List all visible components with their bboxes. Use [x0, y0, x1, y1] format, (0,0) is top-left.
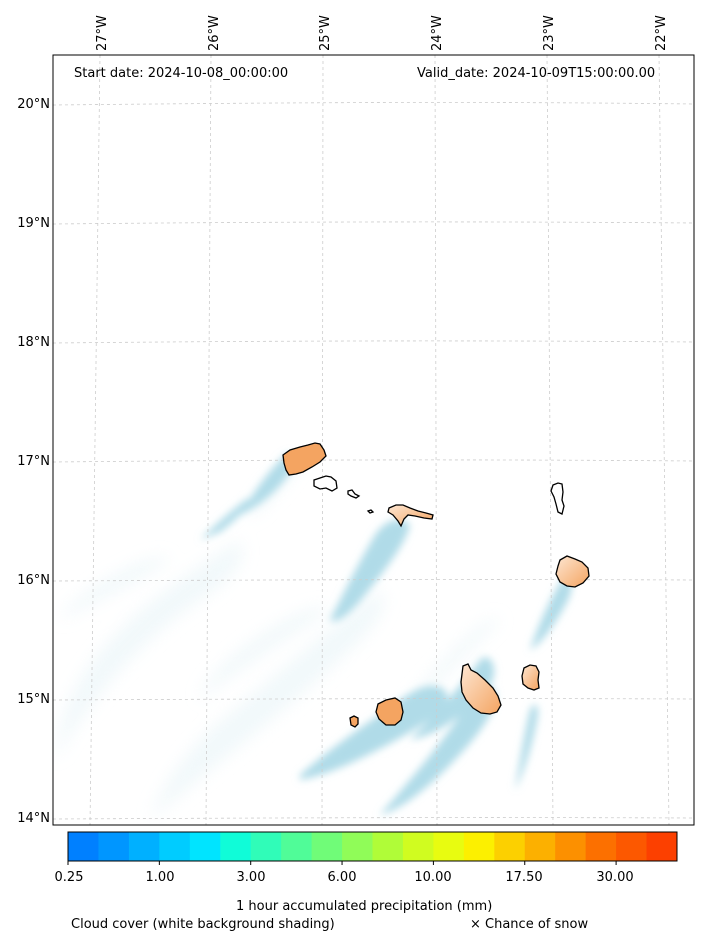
island-santiago — [460, 663, 502, 715]
valid-date-label: Valid_date: 2024-10-09T15:00:00.00 — [417, 66, 656, 81]
lat-label-15n: 15°N — [17, 692, 50, 707]
colorbar-tick-0: 0.25 — [54, 870, 84, 885]
colorbar-frame — [67, 831, 678, 862]
colorbar-tick-6: 30.00 — [596, 870, 634, 885]
colorbar-tick-2: 3.00 — [236, 870, 266, 885]
cloud-cover-caption: Cloud cover (white background shading) — [71, 917, 335, 932]
colorbar-segment — [281, 832, 313, 861]
colorbar-segment — [646, 832, 678, 861]
colorbar-tick-3: 6.00 — [327, 870, 357, 885]
gridlines — [53, 55, 694, 825]
colorbar-tick-5: 17.50 — [505, 870, 543, 885]
lat-label-14n: 14°N — [17, 811, 50, 826]
colorbar-segment — [189, 832, 221, 861]
island-boa-vista — [555, 555, 590, 588]
colorbar-segment — [433, 832, 465, 861]
colorbar-segment — [372, 832, 404, 861]
start-date-label: Start date: 2024-10-08_00:00:00 — [74, 66, 289, 81]
colorbar-segment — [342, 832, 373, 861]
island-sao-nicolau — [387, 504, 434, 528]
island-fogo — [375, 697, 404, 726]
lat-label-20n: 20°N — [17, 97, 50, 112]
colorbar-segment — [128, 832, 160, 861]
colorbar-label: 1 hour accumulated precipitation (mm) — [236, 899, 493, 914]
islands — [282, 442, 590, 728]
lat-label-19n: 19°N — [17, 216, 50, 231]
island-raso — [366, 509, 375, 514]
map-frame — [52, 54, 695, 826]
colorbar-segment — [555, 832, 587, 861]
colorbar-segment — [494, 832, 526, 861]
colorbar-segment — [159, 832, 191, 861]
colorbar-segment — [98, 832, 130, 861]
island-sal — [550, 482, 565, 515]
colorbar — [67, 831, 678, 865]
lat-label-16n: 16°N — [17, 573, 50, 588]
lat-label-18n: 18°N — [17, 335, 50, 350]
colorbar-segment — [585, 832, 617, 861]
map-background — [53, 55, 694, 825]
colorbar-segment — [68, 832, 99, 861]
island-santo-antao — [282, 442, 327, 476]
colorbar-tick-4: 10.00 — [414, 870, 452, 885]
lat-label-17n: 17°N — [17, 454, 50, 469]
colorbar-segment — [402, 832, 434, 861]
island-brava — [349, 715, 359, 728]
colorbar-segment — [524, 832, 556, 861]
colorbar-segment — [616, 832, 648, 861]
colorbar-segment — [463, 832, 495, 861]
island-santa-luzia — [347, 489, 361, 499]
island-maio — [521, 664, 540, 691]
island-sao-vicente — [313, 475, 338, 492]
colorbar-segment — [220, 832, 252, 861]
snow-caption: × Chance of snow — [470, 917, 589, 932]
colorbar-tick-1: 1.00 — [145, 870, 175, 885]
colorbar-segment — [311, 832, 343, 861]
colorbar-segment — [250, 832, 282, 861]
